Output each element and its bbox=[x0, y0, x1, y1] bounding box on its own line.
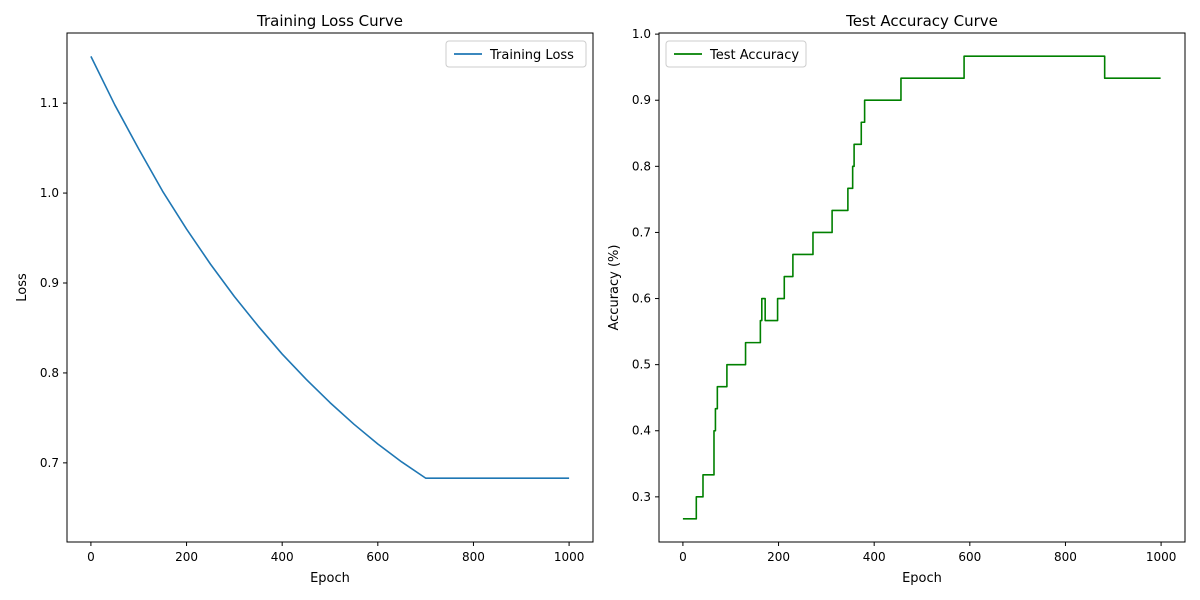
x-tick-label: 400 bbox=[271, 550, 294, 564]
legend-label: Training Loss bbox=[489, 48, 574, 63]
y-tick-label: 1.0 bbox=[40, 186, 59, 200]
loss-chart-xlabel: Epoch bbox=[310, 571, 350, 586]
accuracy-chart-ylabel: Accuracy (%) bbox=[607, 245, 622, 331]
loss-chart-lines bbox=[90, 56, 570, 479]
y-tick-label: 0.9 bbox=[40, 276, 59, 290]
loss-chart-title: Training Loss Curve bbox=[256, 12, 403, 30]
accuracy-chart-xlabel: Epoch bbox=[902, 571, 942, 586]
legend-label: Test Accuracy bbox=[709, 48, 799, 63]
x-tick-label: 800 bbox=[1054, 550, 1077, 564]
accuracy-chart-title: Test Accuracy Curve bbox=[845, 12, 998, 30]
y-tick-label: 0.4 bbox=[632, 424, 651, 438]
x-tick-label: 600 bbox=[366, 550, 389, 564]
y-tick-label: 0.3 bbox=[632, 490, 651, 504]
x-tick-label: 0 bbox=[87, 550, 95, 564]
y-tick-label: 0.9 bbox=[632, 93, 651, 107]
loss-chart-panel: Training Loss Curve Epoch Loss 0 200 400 60… bbox=[15, 12, 594, 586]
x-tick-label: 200 bbox=[175, 550, 198, 564]
loss-chart-ylabel: Loss bbox=[15, 273, 30, 302]
x-tick-label: 0 bbox=[679, 550, 687, 564]
x-tick-label: 800 bbox=[462, 550, 485, 564]
x-tick-label: 200 bbox=[767, 550, 790, 564]
y-tick-label: 0.8 bbox=[40, 366, 59, 380]
accuracy-chart-axes-frame bbox=[658, 32, 1186, 543]
legend-box bbox=[665, 40, 807, 68]
loss-chart-ticks: 0 200 400 600 800 1000 0.7 0.8 0.9 1.0 1.1 bbox=[40, 96, 584, 564]
legend-box bbox=[445, 40, 587, 68]
accuracy-chart-legend: Test Accuracy bbox=[665, 40, 807, 68]
x-tick-label: 1000 bbox=[1146, 550, 1177, 564]
series-line bbox=[90, 56, 570, 479]
y-tick-label: 0.7 bbox=[40, 456, 59, 470]
accuracy-chart-panel: Test Accuracy Curve Epoch Accuracy (%) 0… bbox=[607, 12, 1186, 586]
loss-chart-legend: Training Loss bbox=[445, 40, 587, 68]
y-tick-label: 0.8 bbox=[632, 159, 651, 173]
loss-chart-axes-frame bbox=[66, 32, 594, 543]
y-tick-label: 1.1 bbox=[40, 96, 59, 110]
accuracy-chart-ticks: 0 200 400 600 800 1000 0.3 0.4 0.5 0.6 0.7 0.8 0.9 1.… bbox=[632, 27, 1176, 564]
series-line bbox=[682, 55, 1161, 520]
y-tick-label: 0.5 bbox=[632, 358, 651, 372]
x-tick-label: 400 bbox=[863, 550, 886, 564]
y-tick-label: 0.6 bbox=[632, 292, 651, 306]
x-tick-label: 1000 bbox=[554, 550, 585, 564]
y-tick-label: 0.7 bbox=[632, 225, 651, 239]
accuracy-chart-lines bbox=[682, 55, 1161, 520]
y-tick-label: 1.0 bbox=[632, 27, 651, 41]
x-tick-label: 600 bbox=[958, 550, 981, 564]
